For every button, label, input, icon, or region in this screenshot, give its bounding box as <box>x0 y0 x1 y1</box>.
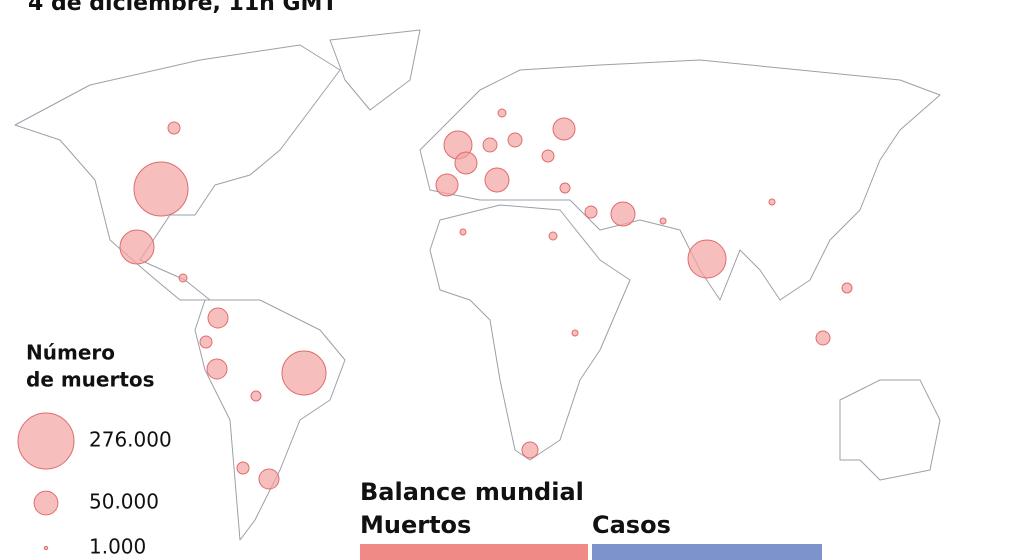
bubble <box>768 198 776 206</box>
bubble <box>207 307 229 329</box>
bubble <box>482 137 498 153</box>
bubble <box>815 330 831 346</box>
legend-bubble <box>43 545 49 551</box>
africa <box>429 204 631 461</box>
legend-label: 1.000 <box>89 535 146 559</box>
bubble <box>206 358 228 380</box>
legend-bubble <box>17 412 75 470</box>
bubble <box>133 161 189 217</box>
bubble <box>521 441 539 459</box>
bubble <box>548 231 558 241</box>
legend-label: 276.000 <box>89 428 172 452</box>
bubble <box>281 350 327 396</box>
summary-title: Balance mundial <box>360 478 584 506</box>
bubble <box>435 173 459 197</box>
bubble <box>484 167 510 193</box>
bubble <box>236 461 250 475</box>
country-bubbles <box>119 108 853 490</box>
bubble <box>659 217 667 225</box>
legend-bubble <box>33 490 59 516</box>
bubble <box>541 149 555 163</box>
legend-label: 50.000 <box>89 490 159 514</box>
bubble <box>687 239 727 279</box>
cases-box <box>592 544 822 560</box>
bubble <box>258 468 280 490</box>
south-america <box>194 299 346 541</box>
legend-title: de muertos <box>26 368 155 392</box>
bubble <box>459 228 467 236</box>
bubble <box>250 390 262 402</box>
title: 4 de diciembre, 11h GMT <box>28 0 337 16</box>
deaths-box <box>360 544 588 560</box>
bubble <box>610 201 636 227</box>
bubble <box>841 282 853 294</box>
bubble <box>167 121 181 135</box>
legend-title: Número <box>26 341 115 365</box>
deaths-label: Muertos <box>360 511 471 539</box>
bubble <box>559 182 571 194</box>
bubble <box>571 329 579 337</box>
world-map <box>14 29 941 541</box>
bubble <box>497 108 507 118</box>
bubble <box>119 229 155 265</box>
greenland <box>329 29 421 111</box>
bubble <box>199 335 213 349</box>
cases-label: Casos <box>592 511 671 539</box>
bubble <box>178 273 188 283</box>
bubble <box>507 132 523 148</box>
bubble <box>454 151 478 175</box>
australia <box>839 379 941 481</box>
legend: 276.000 50.000 1.000 <box>17 412 172 559</box>
bubble <box>584 205 598 219</box>
bubble <box>552 117 576 141</box>
eurasia <box>419 59 941 301</box>
